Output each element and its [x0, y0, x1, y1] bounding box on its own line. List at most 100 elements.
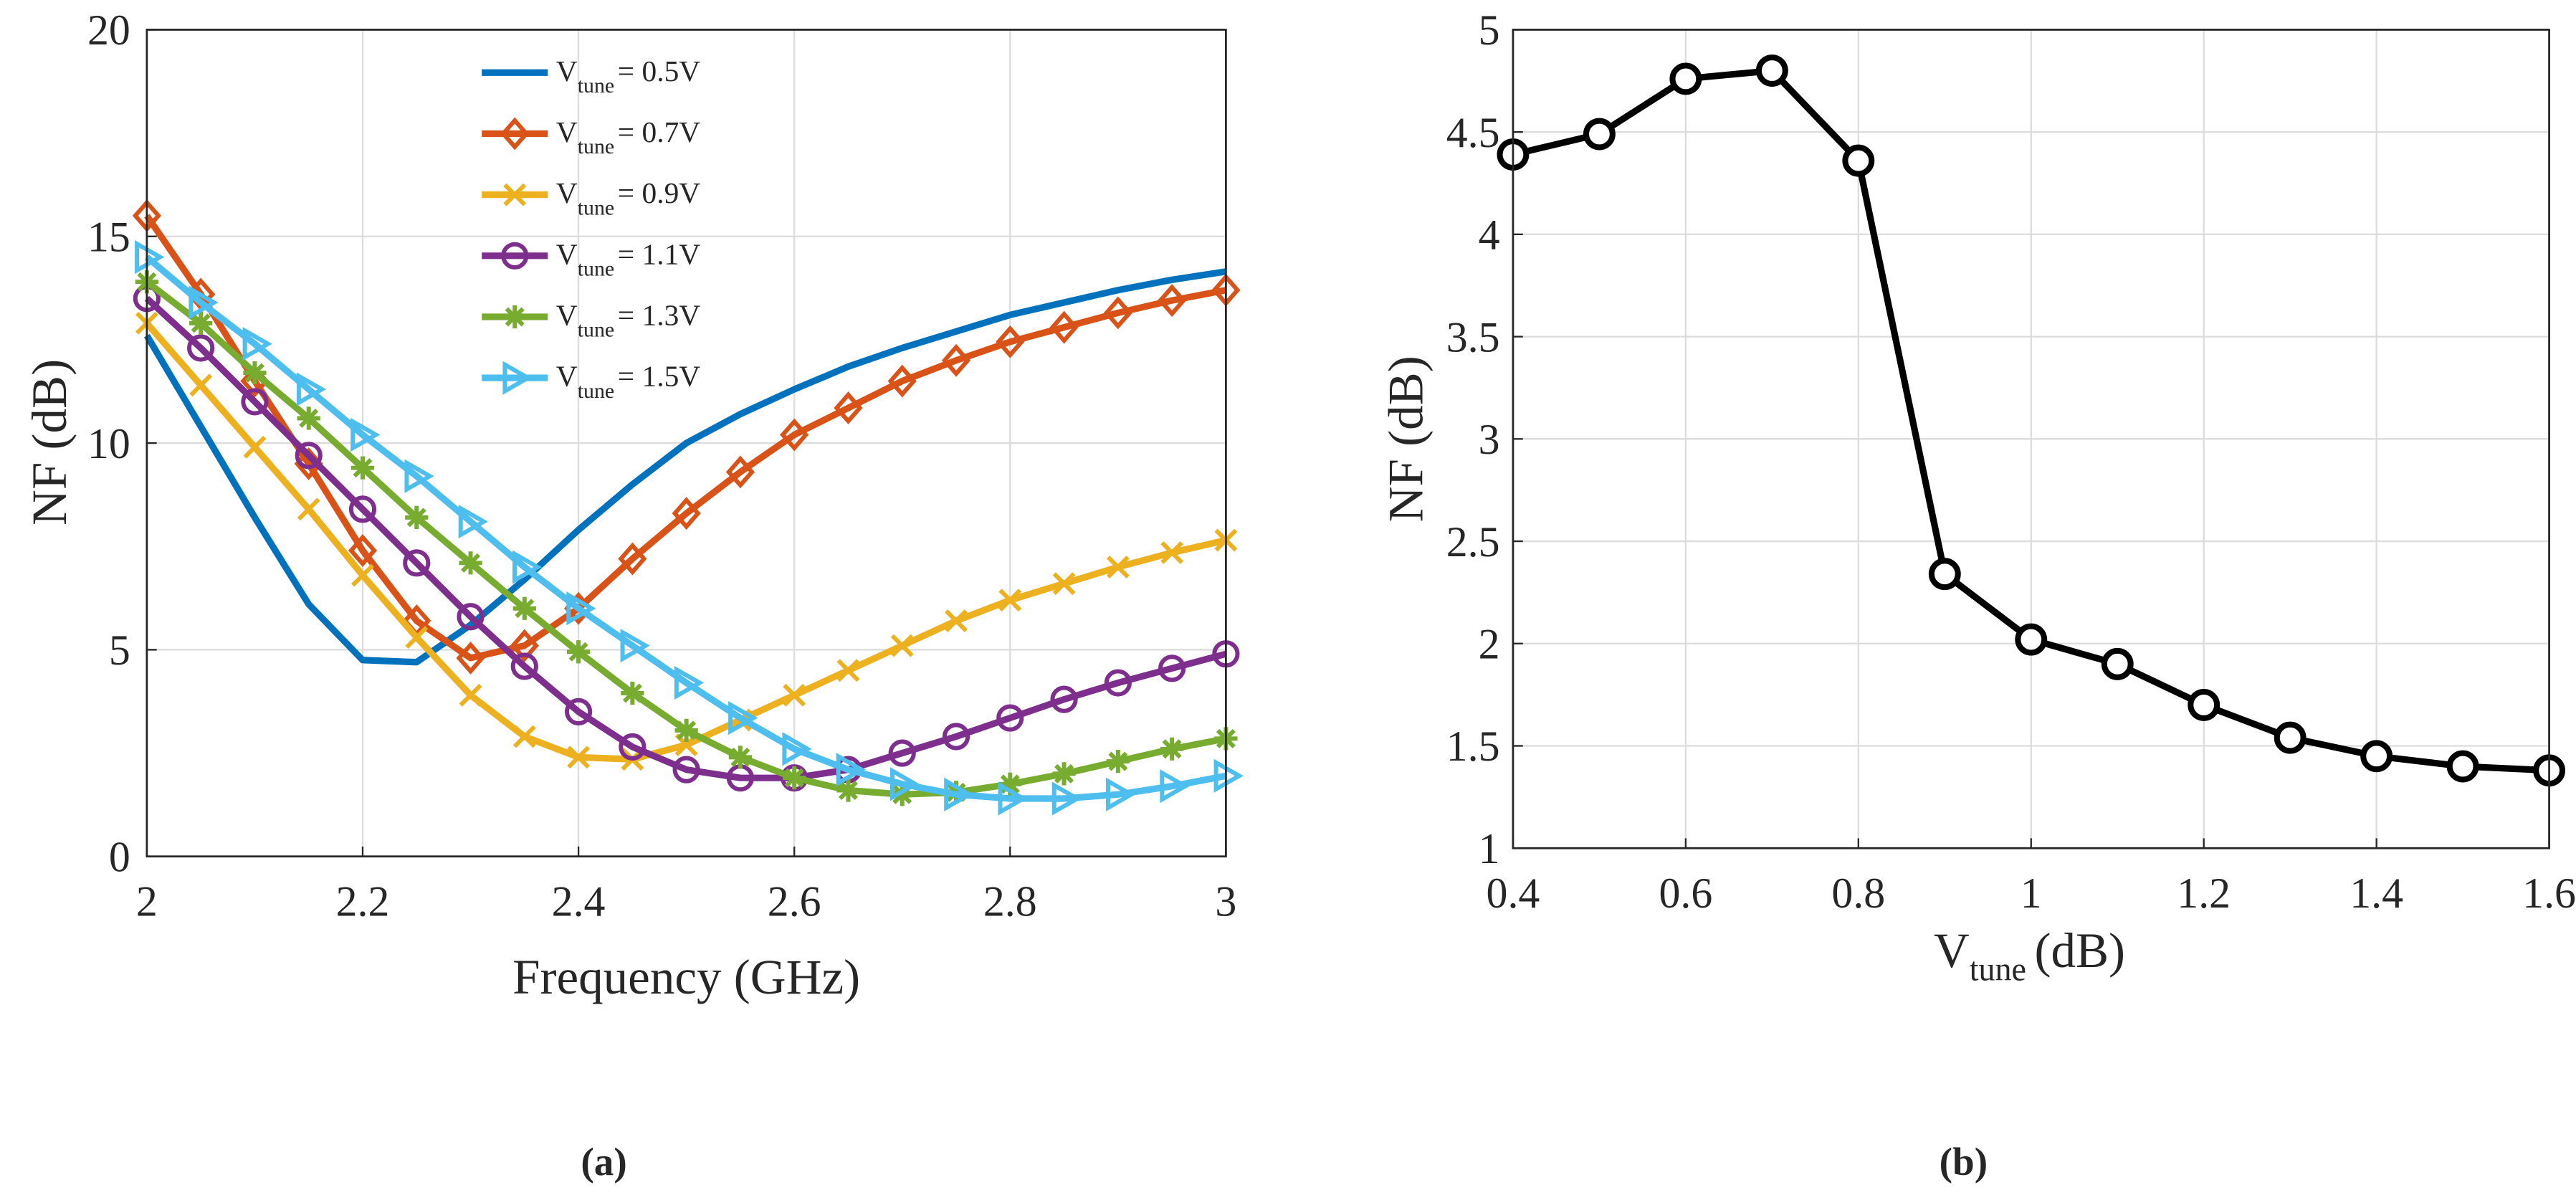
- chart-b-xlabel-unit: (dB): [2034, 923, 2125, 978]
- chart-b-xtick-label-4: 1.2: [2177, 870, 2231, 917]
- chart-a-series-3-point-18: [1104, 669, 1132, 697]
- chart-b-point-9-shape: [2274, 721, 2307, 754]
- chart-a-series-5-point-18-shape: [1106, 777, 1136, 811]
- chart-a-series-3-point-1: [187, 334, 215, 362]
- chart-a-series-3-point-19: [1158, 654, 1186, 682]
- chart-b-point-3: [1755, 54, 1788, 87]
- chart-a-legend-sub-4: tune: [578, 318, 615, 342]
- chart-b-point-8: [2188, 688, 2220, 721]
- chart-b-xlabel-main: V: [1934, 923, 1970, 978]
- chart-a-series-4-point-14-shape: [890, 783, 914, 806]
- chart-a-series-5-point-20-shape: [1213, 758, 1244, 793]
- chart-b-ylabel: NF (dB): [1378, 356, 1433, 522]
- chart-a-series-3-point-10-shape: [672, 756, 700, 784]
- chart-a-legend-v-2: V: [556, 176, 578, 209]
- chart-a-series-2-point-12-shape: [783, 683, 806, 707]
- chart-a-series-5-point-13-shape: [836, 753, 866, 787]
- chart-b-point-3-shape: [1755, 54, 1788, 87]
- chart-a-series-5-point-14-shape: [889, 767, 920, 801]
- chart-a-series-4-point-4: [350, 456, 375, 480]
- chart-a-series-5-point-8: [566, 591, 596, 626]
- chart-a-series-1-point-9-shape: [618, 542, 647, 576]
- chart-b-point-5: [1928, 558, 1961, 591]
- chart-a-legend-marker-1: [500, 117, 530, 151]
- chart-a-series-5-point-9: [620, 629, 650, 663]
- chart-a-series-5-point-4: [350, 417, 381, 452]
- chart-a-legend-sub-3: tune: [578, 257, 615, 280]
- chart-a-series-5-point-12: [782, 732, 812, 766]
- chart-a-series-5-point-16: [998, 781, 1028, 816]
- chart-a-series-2-point-8: [567, 746, 591, 769]
- chart-a-series-2-point-16: [998, 589, 1022, 612]
- chart-a-series-1-point-11: [725, 455, 755, 489]
- chart-a-series-3-point-6-shape: [457, 603, 485, 631]
- chart-a-series-5-point-0-shape: [135, 240, 165, 275]
- chart-a-series-5: [135, 240, 1244, 816]
- chart-a-legend-v-5: V: [556, 360, 578, 393]
- chart-a-series-5-point-10-shape: [674, 665, 705, 700]
- chart-a-series-5-point-7: [512, 550, 543, 584]
- chart-a-ytick-label-3: 15: [87, 213, 130, 260]
- chart-a-series-3-point-4-shape: [348, 495, 377, 523]
- chart-a-series-2-point-12: [783, 683, 806, 707]
- chart-b-point-2: [1669, 62, 1702, 95]
- chart-a-series-5-point-3: [296, 372, 327, 406]
- chart-a-legend-entry-0: Vtune = 0.5V: [482, 54, 700, 97]
- chart-b-point-7-shape: [2101, 647, 2134, 680]
- chart-b-point-6: [2015, 623, 2048, 656]
- chart-a-series-4-point-11-shape: [728, 746, 753, 769]
- chart-a-series-5-point-18: [1106, 777, 1136, 811]
- chart-a-series-5-point-15: [944, 777, 974, 811]
- chart-b-point-11-shape: [2446, 750, 2479, 783]
- chart-a-series-1-point-18-shape: [1103, 296, 1132, 330]
- chart-b-xtick-label-0: 0.4: [1487, 870, 1540, 917]
- chart-a-series-1-point-16-shape: [996, 325, 1025, 358]
- chart-a-series-0: [143, 268, 1227, 666]
- chart-a-series-3-point-1-shape: [187, 334, 215, 362]
- chart-a-series-2-point-18-shape: [1106, 556, 1130, 579]
- chart-b-xtick-label-1: 0.6: [1659, 870, 1712, 917]
- chart-a-legend-entry-3: Vtune = 1.1V: [482, 237, 700, 280]
- chart-a-series-5-point-14: [889, 767, 920, 801]
- chart-a-series-2-point-7: [512, 725, 536, 748]
- chart-a-xtick-label-2: 2.4: [552, 878, 606, 925]
- chart-a-series-3-point-7-shape: [510, 652, 538, 680]
- chart-a-series-3-point-7: [510, 652, 538, 680]
- chart-b-point-7: [2101, 647, 2134, 680]
- chart-a-series-4-point-10: [674, 718, 698, 742]
- chart-a-series-1-point-12-shape: [780, 418, 809, 452]
- chart-b: 0.4 0.6 0.8 1 1.2 1.4 1.6 1 1.5 2 2.5 3 3.5 4 4.5 5 Vtu…: [1378, 6, 2576, 1184]
- chart-b-xtick-label-2: 0.8: [1831, 870, 1885, 917]
- chart-b-point-6-shape: [2015, 623, 2048, 656]
- chart-a-ytick-label-0: 0: [109, 833, 130, 880]
- chart-a-xlabel: Frequency (GHz): [512, 949, 860, 1004]
- chart-b-series: [1497, 54, 2566, 787]
- chart-a-series-5-point-0: [135, 240, 165, 275]
- chart-a-series-1-point-10: [672, 497, 701, 530]
- chart-a-series-3-point-2-shape: [241, 388, 269, 416]
- chart-b-point-10: [2360, 740, 2393, 773]
- chart-b-ticks: 0.4 0.6 0.8 1 1.2 1.4 1.6 1 1.5 2 2.5 3 3.5 4 4.5 5: [1446, 6, 2576, 917]
- chart-a-series-4-point-12: [783, 766, 806, 790]
- chart-a-legend-label-4: Vtune = 1.3V: [556, 298, 701, 341]
- chart-a-series-3-point-16-shape: [996, 704, 1024, 732]
- chart-a-legend-label-5: Vtune = 1.5V: [556, 360, 701, 403]
- chart-a-legend-marker-5-shape: [502, 361, 533, 395]
- chart-a-series-4-point-7-shape: [512, 596, 536, 620]
- chart-a-xtick-label-3: 2.6: [768, 878, 821, 925]
- chart-a-series-5-point-15-shape: [944, 777, 974, 811]
- chart-b-xtick-label-3: 1: [2021, 870, 2042, 917]
- chart-b-ytick-label-5: 3.5: [1446, 313, 1500, 361]
- chart-b-series-0: [1497, 54, 2566, 787]
- chart-a-series-5-point-1: [189, 285, 219, 320]
- chart-b-xlabel-sub: tune: [1970, 951, 2026, 987]
- chart-b-point-2-shape: [1669, 62, 1702, 95]
- chart-a-series-1-point-13: [834, 391, 863, 425]
- chart-a-series-4-point-8: [566, 640, 591, 664]
- chart-a-series-5-point-6: [458, 505, 488, 539]
- chart-a-series-5-point-19-shape: [1160, 769, 1190, 804]
- chart-a-series-1-point-6-shape: [456, 641, 485, 675]
